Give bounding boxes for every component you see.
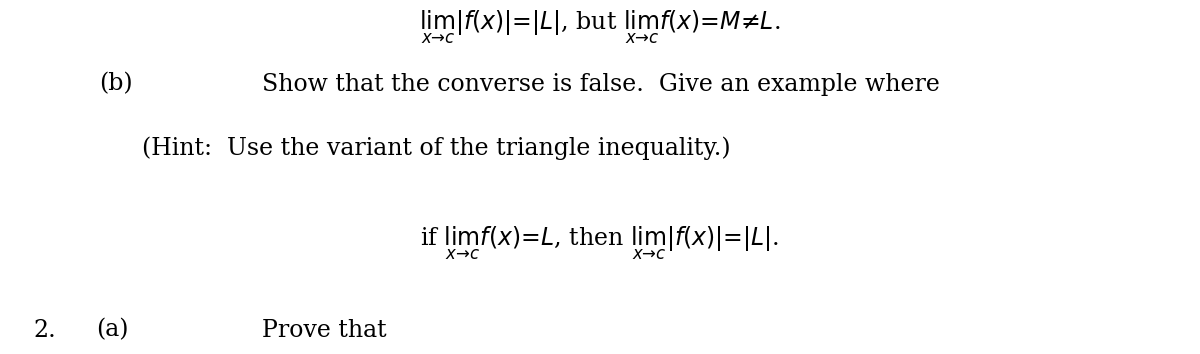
Text: Prove that: Prove that bbox=[262, 319, 386, 342]
Text: 2.: 2. bbox=[34, 319, 56, 342]
Text: (a): (a) bbox=[96, 319, 128, 342]
Text: if $\lim_{x \to c} f(x) = L$, then $\lim_{x \to c}|f(x)| = |L|$.: if $\lim_{x \to c} f(x) = L$, then $\lim… bbox=[420, 225, 780, 262]
Text: $\lim_{x \to c}|f(x)| = |L|$, but $\lim_{x \to c} f(x) = M \neq L$.: $\lim_{x \to c}|f(x)| = |L|$, but $\lim_… bbox=[419, 9, 781, 46]
Text: Show that the converse is false.  Give an example where: Show that the converse is false. Give an… bbox=[262, 73, 940, 96]
Text: (Hint:  Use the variant of the triangle inequality.): (Hint: Use the variant of the triangle i… bbox=[142, 136, 731, 160]
Text: (b): (b) bbox=[100, 73, 133, 96]
